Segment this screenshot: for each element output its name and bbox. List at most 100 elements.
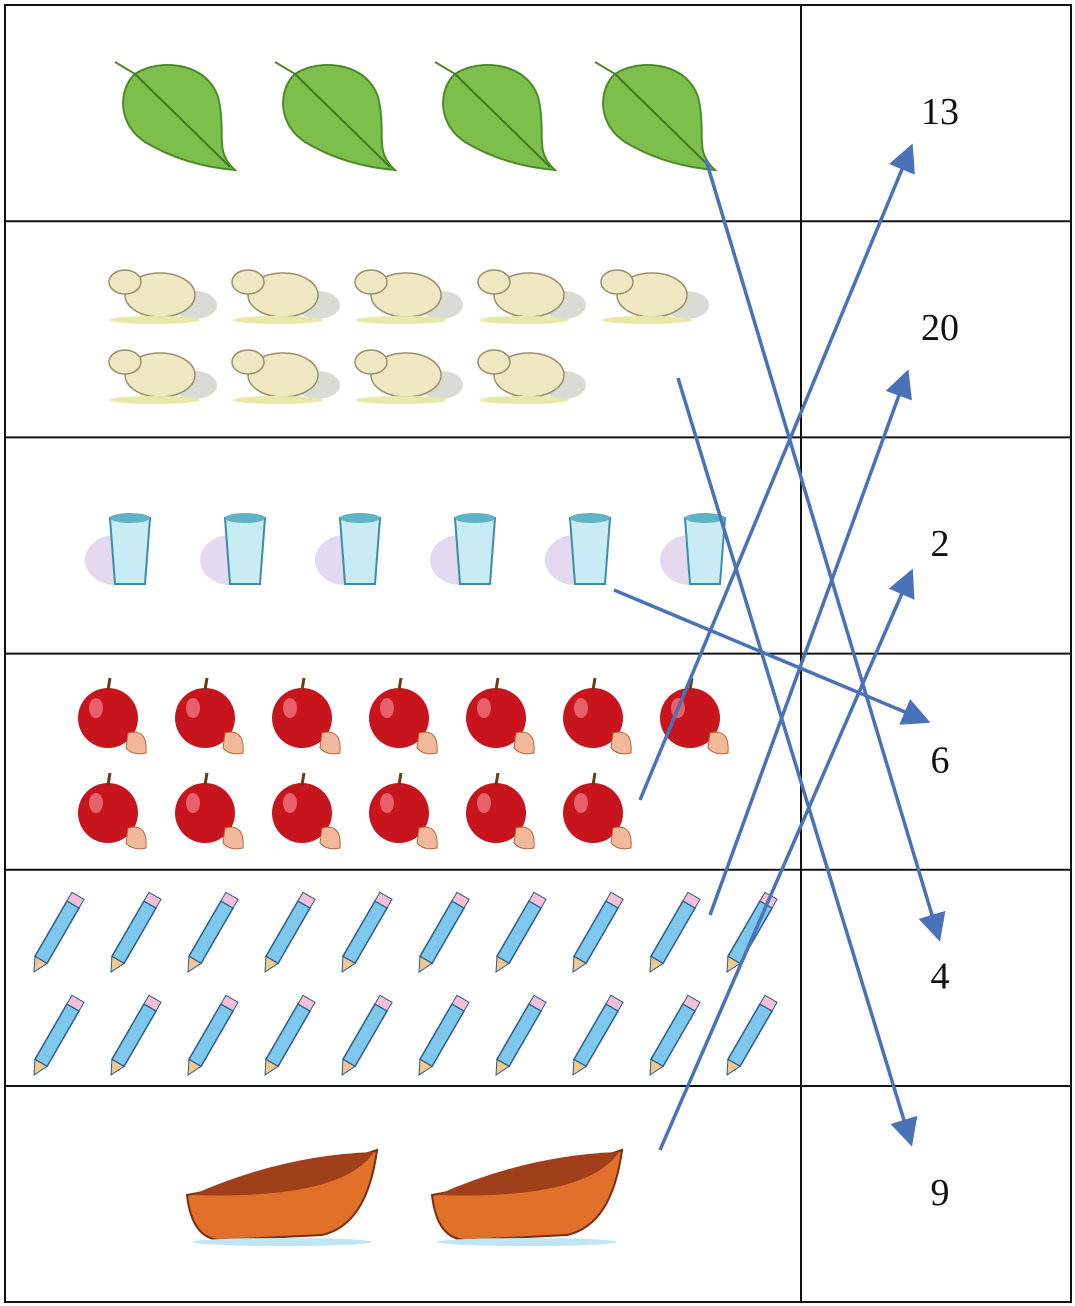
pencil (418, 891, 470, 974)
pencil (33, 891, 85, 974)
apple-slice (707, 731, 729, 755)
glass-rim (225, 513, 265, 523)
picture (434, 61, 558, 172)
apple-stem (300, 772, 306, 786)
pencil-tip (726, 1058, 742, 1077)
squirrel-head (477, 269, 511, 295)
apple-slice (513, 826, 535, 850)
arrow (613, 588, 931, 725)
pencil-cap (374, 994, 393, 1012)
pencil-body (264, 899, 312, 965)
pencil (110, 994, 162, 1077)
apple-slice (125, 731, 147, 755)
pencil-cap (297, 891, 316, 909)
pencil (418, 994, 470, 1077)
pencil-tip (495, 1058, 511, 1077)
number: 6 (931, 739, 950, 781)
pencil-body (110, 899, 158, 965)
apple-shine (283, 698, 297, 718)
pencil-body (110, 1002, 158, 1068)
glass-rim (685, 513, 725, 523)
apple-slice (610, 731, 632, 755)
picture (660, 677, 729, 755)
picture (466, 677, 535, 755)
pencil-tip (572, 955, 588, 974)
pencil-tip (264, 1058, 280, 1077)
picture (114, 61, 238, 172)
pencil-tip (418, 1058, 434, 1077)
number: 4 (931, 956, 950, 998)
apple-shine (477, 698, 491, 718)
picture (600, 269, 709, 324)
picture (110, 994, 162, 1077)
pencil-body (187, 899, 235, 965)
picture (33, 891, 85, 974)
picture (108, 269, 217, 324)
pencil (649, 891, 701, 974)
pencil-body (264, 1002, 312, 1068)
apple-stem (397, 677, 403, 691)
pencil-tip (649, 1058, 665, 1077)
picture (563, 772, 632, 850)
pencil-tip (187, 1058, 203, 1077)
picture (110, 891, 162, 974)
squirrel-head (354, 349, 388, 375)
arrows (613, 143, 946, 1151)
picture (175, 772, 244, 850)
picture (369, 772, 438, 850)
pencil-body (726, 1002, 774, 1068)
pencil-cap (605, 891, 624, 909)
pencil-cap (220, 891, 239, 909)
squirrel-head (477, 349, 511, 375)
leaf-vein (134, 73, 231, 168)
pencil-body (33, 1002, 81, 1068)
pencil-cap (451, 994, 470, 1012)
boat-water (192, 1238, 372, 1246)
boat-inside (192, 1152, 374, 1196)
pencil-cap (682, 891, 701, 909)
pencil (726, 891, 778, 974)
apple-shine (380, 698, 394, 718)
numbers: 13 20 2 6 4 9 (921, 91, 959, 1214)
apple-slice (319, 731, 341, 755)
pencil-tip (572, 1058, 588, 1077)
picture (231, 269, 340, 324)
pencil-cap (451, 891, 470, 909)
pencil-cap (66, 891, 85, 909)
pencil-cap (682, 994, 701, 1012)
squirrel-head (600, 269, 634, 295)
pencil-tip (341, 1058, 357, 1077)
picture (572, 994, 624, 1077)
pencil-tip (418, 955, 434, 974)
squirrel-shadow (110, 396, 200, 404)
number: 13 (921, 91, 959, 133)
pencil-body (495, 1002, 543, 1068)
pencil (187, 891, 239, 974)
apple-slice (416, 731, 438, 755)
pencil-tip (264, 955, 280, 974)
picture (726, 891, 778, 974)
squirrel-shadow (356, 396, 446, 404)
apple-shine (574, 698, 588, 718)
squirrel-head (231, 269, 265, 295)
pencil (264, 891, 316, 974)
pencil (341, 891, 393, 974)
pencil-cap (143, 891, 162, 909)
picture (563, 677, 632, 755)
picture (187, 891, 239, 974)
squirrel-shadow (479, 396, 569, 404)
squirrel-shadow (110, 316, 200, 324)
pencil-body (649, 1002, 697, 1068)
apple-shine (283, 793, 297, 813)
pencil-cap (759, 994, 778, 1012)
glass-rim (455, 513, 495, 523)
pencil (726, 994, 778, 1077)
apple-slice (610, 826, 632, 850)
arrow (676, 377, 918, 1147)
picture (264, 994, 316, 1077)
pencil (649, 994, 701, 1077)
pencil-tip (110, 1058, 126, 1077)
picture (33, 994, 85, 1077)
apple-slice (222, 731, 244, 755)
